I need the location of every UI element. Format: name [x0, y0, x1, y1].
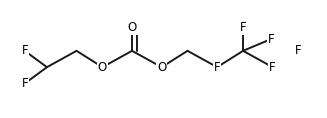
Text: F: F	[267, 33, 274, 46]
Text: F: F	[295, 44, 301, 57]
Text: F: F	[240, 21, 246, 34]
Text: F: F	[269, 61, 276, 74]
Text: O: O	[128, 21, 137, 34]
Text: F: F	[295, 44, 301, 57]
Text: F: F	[22, 44, 28, 57]
Text: F: F	[22, 77, 28, 90]
Text: O: O	[157, 61, 166, 74]
Text: O: O	[98, 61, 107, 74]
Text: F: F	[214, 61, 220, 74]
